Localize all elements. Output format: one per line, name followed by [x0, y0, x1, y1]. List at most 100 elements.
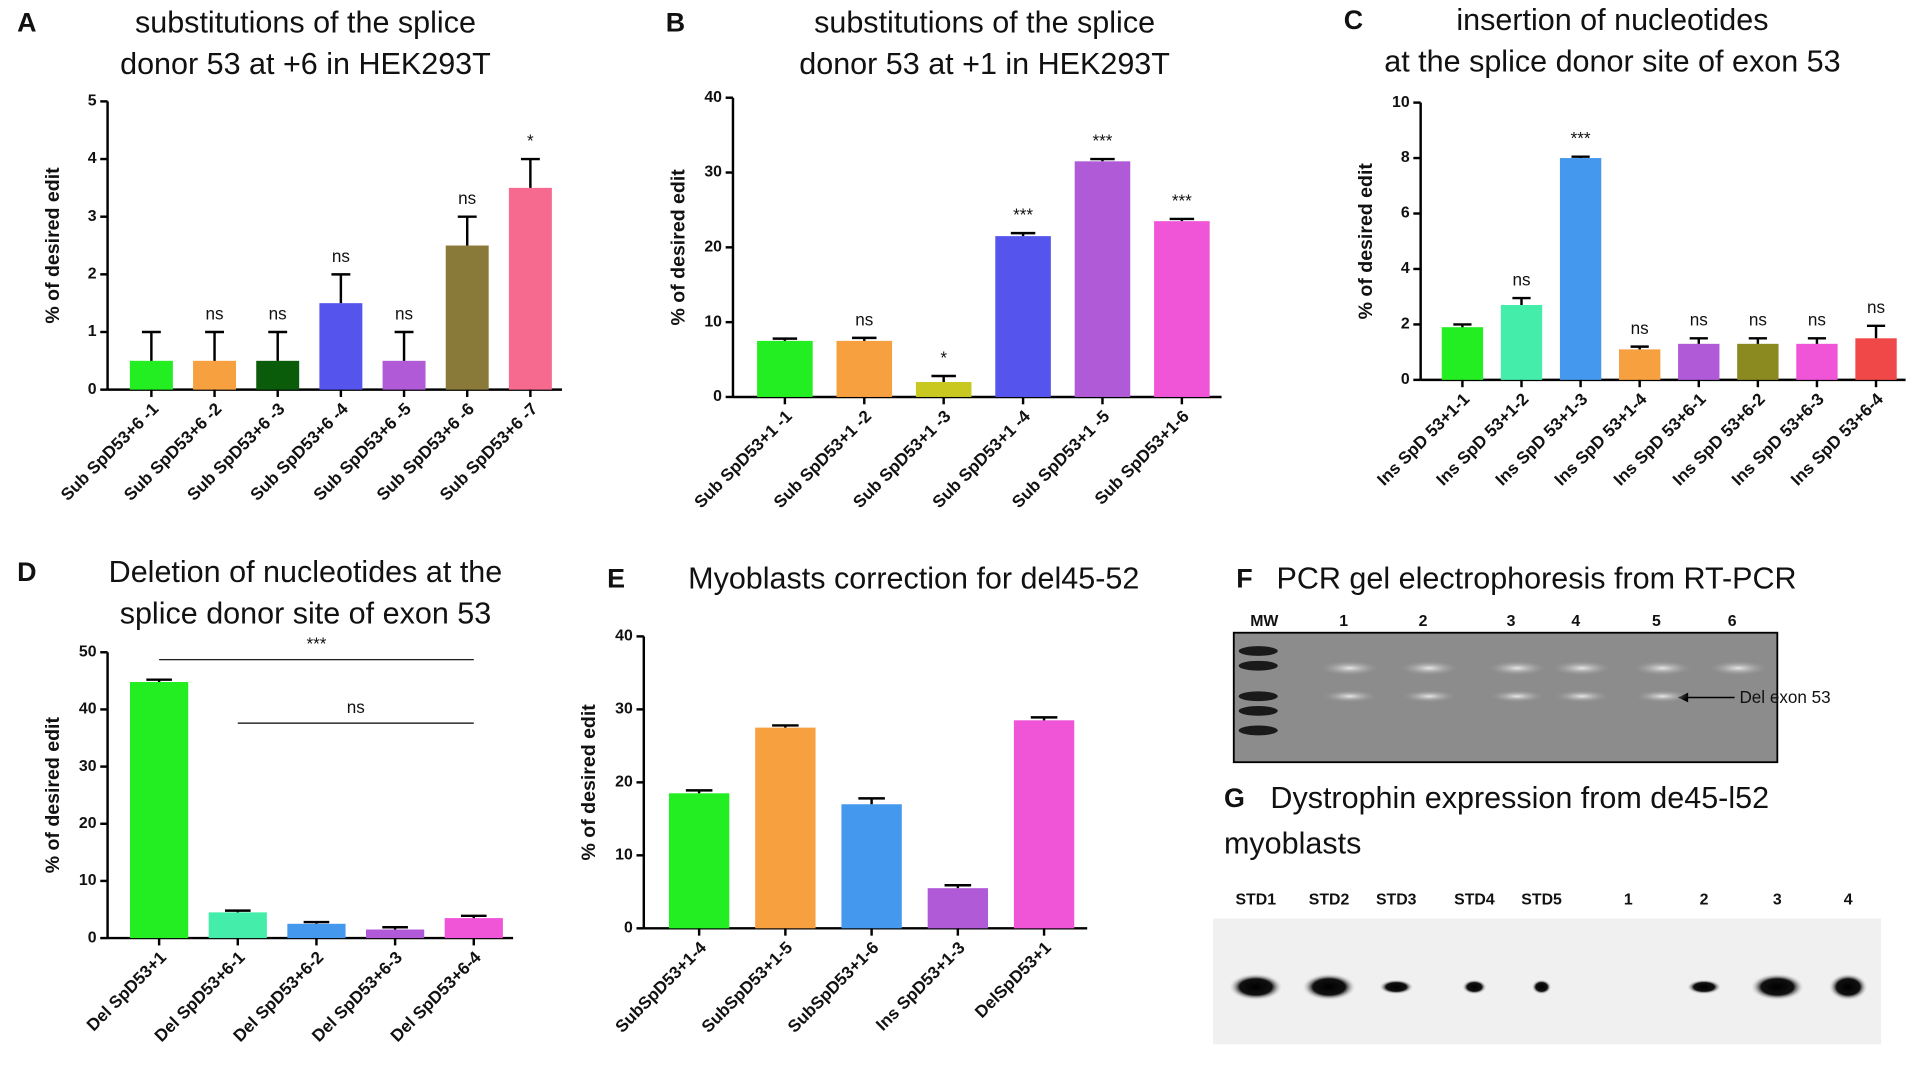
blot-band: [1228, 973, 1283, 1001]
y-tick-label: 2: [88, 266, 97, 283]
lane-label: 4: [1844, 891, 1853, 908]
bar: [193, 360, 237, 390]
bar: [927, 888, 989, 929]
significance-label: ns: [1512, 270, 1530, 289]
y-tick-label: 40: [704, 89, 722, 106]
y-tick-label: 20: [615, 774, 633, 791]
gel-band: [1555, 690, 1609, 703]
bar: [1619, 349, 1661, 380]
bar: [1500, 305, 1543, 380]
error-bar: [772, 337, 798, 341]
chart-title: insertion of nucleotides: [1456, 3, 1768, 37]
y-tick-label: 40: [79, 701, 97, 718]
panel-letter: G: [1224, 783, 1245, 813]
bar: [1013, 720, 1075, 929]
error-bar: [224, 909, 251, 913]
lane-label: 6: [1728, 613, 1737, 630]
y-tick-label: 1: [88, 323, 97, 340]
error-bar: [268, 330, 288, 361]
bar: [1559, 158, 1602, 380]
gel-band: [1552, 660, 1612, 676]
error-bar: [1512, 296, 1531, 306]
lane-label: 4: [1571, 613, 1580, 630]
significance-label: ns: [1749, 311, 1767, 330]
error-bar: [457, 215, 477, 246]
error-bar: [331, 273, 351, 304]
y-tick-label: 30: [704, 164, 722, 181]
y-tick-label: 0: [713, 388, 722, 405]
gel-band: [1633, 660, 1692, 676]
y-tick-label: 0: [624, 920, 633, 937]
y-tick-label: 10: [1392, 94, 1410, 111]
y-tick-label: 20: [704, 239, 722, 256]
lane-label: STD4: [1454, 891, 1495, 908]
bar: [836, 340, 893, 397]
bar: [287, 923, 346, 939]
lane-label: 1: [1339, 613, 1348, 630]
y-axis-label: % of desired edit: [667, 169, 689, 326]
blot-band: [1686, 979, 1722, 995]
bar: [382, 360, 426, 390]
y-axis-label: % of desired edit: [578, 704, 600, 861]
error-bar: [146, 678, 172, 682]
y-tick-label: 4: [1401, 260, 1410, 277]
chart-title: Myoblasts correction for del45-52: [688, 561, 1139, 595]
significance-label: ns: [1690, 311, 1708, 330]
lane-label: 2: [1700, 891, 1709, 908]
panel-letter: C: [1344, 5, 1363, 35]
chart-title: donor 53 at +6 in HEK293T: [120, 47, 491, 81]
y-axis-label: % of desired edit: [42, 717, 64, 874]
blot-band: [1462, 979, 1487, 995]
gel-band: [1402, 690, 1457, 703]
significance-label: ns: [458, 189, 476, 208]
error-bar: [382, 926, 408, 930]
lane-label: STD1: [1235, 891, 1276, 908]
gel-band: [1322, 690, 1377, 703]
blot-panel: [1213, 918, 1882, 1045]
error-bar: [944, 884, 972, 889]
blot-band: [1531, 979, 1552, 995]
y-axis-label: % of desired edit: [42, 167, 64, 324]
ladder-band: [1238, 646, 1278, 656]
x-tick-label: Ins SpD53+1-3: [872, 938, 968, 1034]
lane-label: STD5: [1521, 891, 1562, 908]
chart-title: substitutions of the splice: [814, 5, 1155, 39]
error-bar: [1010, 231, 1036, 237]
blot-band: [1828, 973, 1868, 1001]
gel-band: [1399, 660, 1459, 676]
error-bar: [1453, 323, 1472, 328]
blot-band: [1750, 973, 1805, 1001]
lane-label: 1: [1624, 891, 1633, 908]
error-bar: [205, 330, 224, 361]
lane-label: 3: [1507, 613, 1516, 630]
error-bar: [520, 157, 540, 188]
error-bar: [303, 920, 330, 924]
significance-label: ***: [1172, 191, 1192, 210]
figure-title: Dystrophin expression from de45-l52: [1270, 781, 1769, 815]
error-bar: [1630, 345, 1649, 350]
ladder-band: [1238, 691, 1278, 702]
error-bar: [1030, 716, 1058, 721]
figure-title: myoblasts: [1224, 826, 1361, 860]
panel-letter: A: [17, 8, 36, 38]
chart-title: splice donor site of exon 53: [120, 597, 492, 631]
error-bar: [460, 914, 487, 919]
bar: [366, 929, 425, 939]
error-bar: [394, 330, 414, 361]
significance-label: ns: [855, 310, 873, 329]
significance-label: ns: [395, 304, 413, 323]
y-tick-label: 5: [88, 93, 97, 110]
bar: [915, 382, 972, 397]
lane-label: 5: [1652, 613, 1661, 630]
significance-label: ns: [1867, 298, 1885, 317]
y-tick-label: 30: [79, 758, 97, 775]
bar: [1154, 221, 1210, 397]
lane-label: MW: [1250, 613, 1278, 630]
y-tick-label: 40: [615, 628, 633, 645]
lane-label: 3: [1773, 891, 1782, 908]
bar: [319, 303, 363, 390]
y-tick-label: 6: [1401, 205, 1410, 222]
panel-letter: F: [1236, 563, 1252, 593]
bar: [995, 236, 1051, 397]
